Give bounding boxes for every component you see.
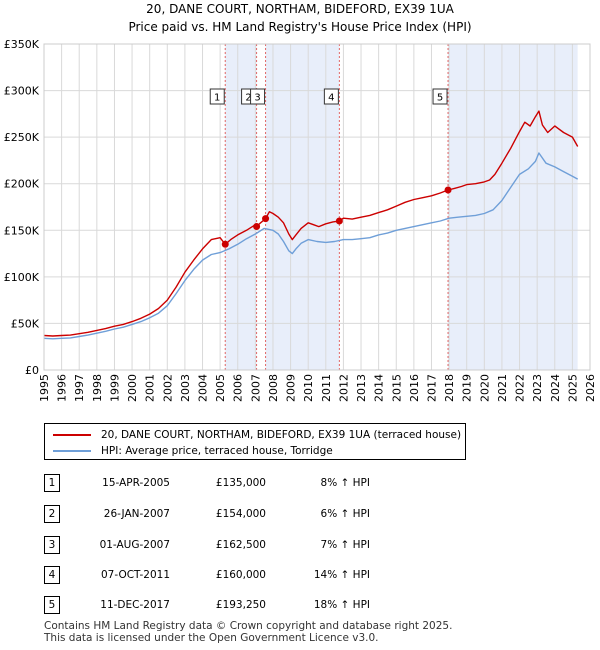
sale-point — [444, 186, 452, 194]
y-tick-label: £200K — [4, 178, 40, 191]
row-date: 01-AUG-2007 — [99, 539, 170, 551]
legend-label-blue: HPI: Average price, terraced house, Torr… — [101, 445, 333, 457]
shaded-range — [448, 44, 578, 370]
legend-item-blue: HPI: Average price, terraced house, Torr… — [53, 444, 333, 458]
x-tick-label: 2008 — [267, 374, 280, 402]
x-tick-label: 2022 — [514, 374, 527, 402]
x-tick-label: 2017 — [425, 374, 438, 402]
sale-label-box — [209, 88, 225, 105]
legend: 20, DANE COURT, NORTHAM, BIDEFORD, EX39 … — [44, 423, 466, 460]
x-tick-label: 2014 — [373, 374, 386, 402]
x-tick-label: 2001 — [144, 374, 157, 402]
row-hpi: 6% ↑ HPI — [320, 508, 370, 520]
row-hpi: 8% ↑ HPI — [320, 477, 370, 489]
sale-label-number: 2 — [245, 93, 251, 104]
row-number-badge: 5 — [44, 596, 60, 614]
x-tick-label: 1996 — [56, 374, 69, 402]
x-tick-label: 2024 — [549, 374, 562, 402]
x-tick-label: 2012 — [337, 374, 350, 402]
row-number-badge: 3 — [44, 536, 60, 554]
x-tick-label: 2019 — [461, 374, 474, 402]
legend-swatch-red — [53, 434, 91, 436]
x-tick-label: 2006 — [232, 374, 245, 402]
table-row: 4 07-OCT-2011 £160,000 14% ↑ HPI — [0, 566, 600, 586]
row-price: £160,000 — [215, 569, 266, 581]
row-hpi: 14% ↑ HPI — [313, 569, 370, 581]
plot-border — [43, 43, 591, 371]
footer-licence: This data is licensed under the Open Gov… — [44, 632, 379, 644]
sale-point — [221, 240, 229, 248]
footer-copyright: Contains HM Land Registry data © Crown c… — [44, 620, 453, 632]
sale-point — [335, 217, 343, 225]
y-tick-label: £250K — [4, 131, 40, 144]
x-tick-label: 2003 — [179, 374, 192, 402]
chart-title: 20, DANE COURT, NORTHAM, BIDEFORD, EX39 … — [146, 2, 454, 16]
y-tick-label: £350K — [4, 38, 40, 51]
x-tick-label: 2007 — [249, 374, 262, 402]
series-line-property — [43, 110, 579, 337]
table-row: 3 01-AUG-2007 £162,500 7% ↑ HPI — [0, 536, 600, 556]
y-tick-label: £0 — [25, 364, 39, 377]
x-tick-label: 2010 — [302, 374, 315, 402]
table-row: 1 15-APR-2005 £135,000 8% ↑ HPI — [0, 474, 600, 494]
row-number-badge: 4 — [44, 566, 60, 584]
x-tick-label: 2009 — [285, 374, 298, 402]
sale-label-box — [323, 88, 339, 105]
sale-label-box — [250, 88, 266, 105]
row-date: 15-APR-2005 — [102, 477, 170, 489]
x-tick-label: 2018 — [443, 374, 456, 402]
sale-point — [253, 223, 261, 231]
table-row: 2 26-JAN-2007 £154,000 6% ↑ HPI — [0, 505, 600, 525]
row-date: 11-DEC-2017 — [100, 599, 170, 611]
legend-label-red: 20, DANE COURT, NORTHAM, BIDEFORD, EX39 … — [101, 429, 462, 441]
x-tick-label: 1997 — [73, 374, 86, 402]
x-tick-label: 2026 — [584, 374, 597, 402]
table-row: 5 11-DEC-2017 £193,250 18% ↑ HPI — [0, 596, 600, 616]
x-tick-label: 2023 — [531, 374, 544, 402]
row-hpi: 7% ↑ HPI — [320, 539, 370, 551]
row-price: £154,000 — [215, 508, 266, 520]
y-tick-label: £100K — [4, 271, 40, 284]
sale-label-number: 5 — [437, 93, 443, 104]
x-tick-label: 2015 — [390, 374, 403, 402]
x-tick-label: 2025 — [566, 374, 579, 402]
x-tick-label: 1998 — [91, 374, 104, 402]
row-number-badge: 1 — [44, 474, 60, 492]
sale-label-box — [432, 88, 448, 105]
y-tick-label: £150K — [4, 224, 40, 237]
row-price: £162,500 — [215, 539, 266, 551]
chart-subtitle: Price paid vs. HM Land Registry's House … — [128, 20, 472, 34]
sale-label-number: 1 — [214, 93, 220, 104]
row-price: £135,000 — [215, 477, 266, 489]
series-line-hpi — [43, 152, 579, 340]
legend-swatch-blue — [53, 450, 91, 452]
x-tick-label: 2013 — [355, 374, 368, 402]
y-tick-label: £50K — [11, 317, 40, 330]
price-chart: 1 2 3 4 5£0£50K£100K£150K£200K£250K£300K£350… — [4, 38, 597, 402]
x-tick-label: 2021 — [496, 374, 509, 402]
x-tick-label: 2005 — [214, 374, 227, 402]
row-date: 07-OCT-2011 — [101, 569, 170, 581]
row-price: £193,250 — [215, 599, 266, 611]
sale-label-number: 3 — [254, 93, 260, 104]
row-number-badge: 2 — [44, 505, 60, 523]
legend-item-red: 20, DANE COURT, NORTHAM, BIDEFORD, EX39 … — [53, 428, 461, 442]
x-tick-label: 2004 — [197, 374, 210, 402]
row-hpi: 18% ↑ HPI — [313, 599, 370, 611]
x-tick-label: 1995 — [38, 374, 51, 402]
x-tick-label: 2011 — [320, 374, 333, 402]
x-tick-label: 2020 — [478, 374, 491, 402]
x-tick-label: 2002 — [161, 374, 174, 402]
row-date: 26-JAN-2007 — [103, 508, 170, 520]
y-tick-label: £300K — [4, 85, 40, 98]
sale-point — [262, 215, 270, 223]
sale-label-number: 4 — [328, 93, 334, 104]
x-tick-label: 2000 — [126, 374, 139, 402]
x-tick-label: 2016 — [408, 374, 421, 402]
x-tick-label: 1999 — [108, 374, 121, 402]
